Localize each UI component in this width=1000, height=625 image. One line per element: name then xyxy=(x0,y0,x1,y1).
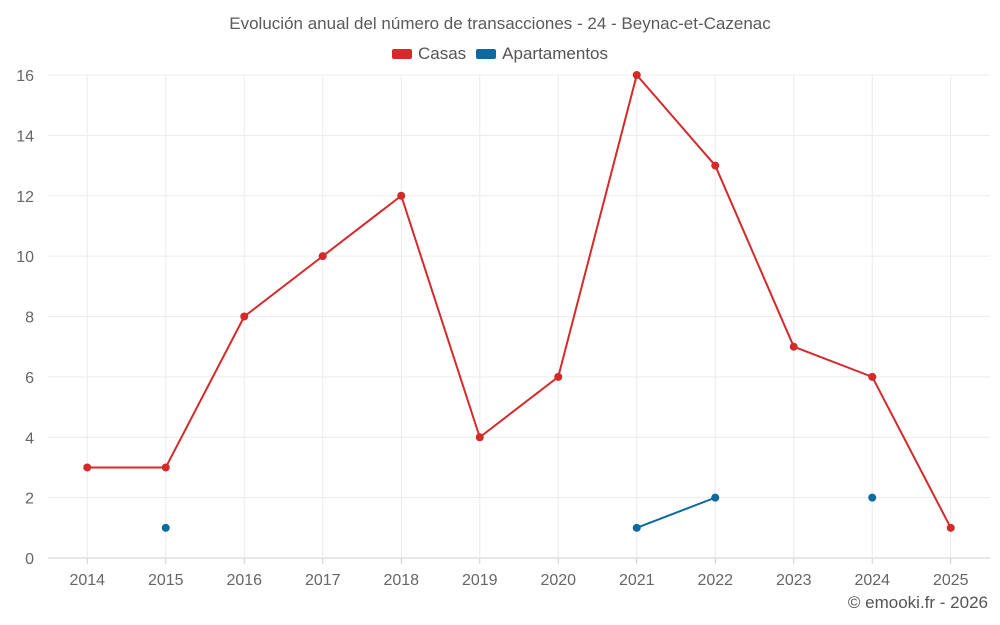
data-point-casas-2016[interactable] xyxy=(240,312,249,321)
y-tick-label-4: 4 xyxy=(25,430,34,447)
data-point-casas-2018[interactable] xyxy=(397,191,406,200)
y-tick-label-0: 0 xyxy=(25,551,34,568)
data-point-casas-2020[interactable] xyxy=(554,372,563,381)
x-tick-label-2016: 2016 xyxy=(226,572,262,589)
legend-item-casas[interactable]: Casas xyxy=(391,44,467,64)
y-tick-label-8: 8 xyxy=(25,310,34,327)
y-tick-label-12: 12 xyxy=(16,189,34,206)
data-point-casas-2015[interactable] xyxy=(161,463,170,472)
y-tick-label-14: 14 xyxy=(16,128,34,145)
legend: Casas Apartamentos xyxy=(0,44,1000,64)
data-point-casas-2025[interactable] xyxy=(946,523,955,532)
data-point-apartamentos-2024[interactable] xyxy=(868,493,877,502)
data-point-apartamentos-2022[interactable] xyxy=(711,493,720,502)
y-tick-label-6: 6 xyxy=(25,370,34,387)
data-point-apartamentos-2015[interactable] xyxy=(161,523,170,532)
y-tick-label-16: 16 xyxy=(16,68,34,85)
data-point-casas-2023[interactable] xyxy=(789,342,798,351)
x-tick-label-2014: 2014 xyxy=(69,572,105,589)
series-line-apartamentos-1[interactable] xyxy=(636,496,716,529)
x-tick-label-2019: 2019 xyxy=(462,572,498,589)
data-point-casas-2022[interactable] xyxy=(711,161,720,170)
y-tick-label-10: 10 xyxy=(16,249,34,266)
data-point-casas-2024[interactable] xyxy=(868,372,877,381)
legend-swatch-apartamentos xyxy=(476,49,497,59)
x-tick-label-2023: 2023 xyxy=(776,572,812,589)
data-point-casas-2019[interactable] xyxy=(475,433,484,442)
legend-item-apartamentos[interactable]: Apartamentos xyxy=(476,44,608,64)
legend-swatch-casas xyxy=(391,49,412,59)
x-tick-label-2017: 2017 xyxy=(305,572,341,589)
x-tick-label-2025: 2025 xyxy=(933,572,969,589)
data-point-apartamentos-2021[interactable] xyxy=(632,523,641,532)
x-tick-label-2024: 2024 xyxy=(854,572,890,589)
x-tick-label-2021: 2021 xyxy=(619,572,655,589)
credit-text: © emooki.fr - 2026 xyxy=(847,593,988,612)
series-line-casas-0[interactable] xyxy=(87,74,952,529)
legend-label-apartamentos: Apartamentos xyxy=(502,44,609,63)
chart-title: Evolución anual del número de transaccio… xyxy=(229,14,771,33)
data-point-casas-2021[interactable] xyxy=(632,71,641,79)
y-tick-label-2: 2 xyxy=(25,491,34,508)
data-point-casas-2014[interactable] xyxy=(83,463,92,472)
data-point-casas-2017[interactable] xyxy=(318,252,327,261)
x-tick-label-2022: 2022 xyxy=(697,572,733,589)
legend-label-casas: Casas xyxy=(417,44,467,63)
x-tick-label-2018: 2018 xyxy=(383,572,419,589)
x-tick-label-2020: 2020 xyxy=(540,572,576,589)
x-tick-label-2015: 2015 xyxy=(148,572,184,589)
